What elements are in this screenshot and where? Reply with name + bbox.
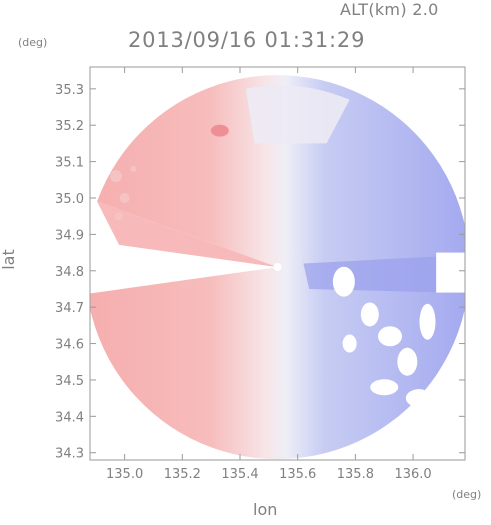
echo-north-patch <box>245 85 350 144</box>
echo-layer <box>90 75 465 460</box>
no-echo-edge <box>436 252 465 293</box>
y-tick-label: 35.2 <box>55 119 84 134</box>
altitude-label: ALT(km) 2.0 <box>340 0 439 19</box>
y-axis-label: lat <box>0 249 18 270</box>
echo-hotspot <box>210 124 229 137</box>
x-axis-label: lon <box>253 500 278 519</box>
y-unit-label: (deg) <box>18 36 48 49</box>
radar-site-marker <box>273 263 282 272</box>
y-tick-label: 34.7 <box>55 301 84 316</box>
y-tick-label: 34.5 <box>55 374 84 389</box>
x-unit-label: (deg) <box>452 488 482 501</box>
echo-speck <box>130 165 137 172</box>
plot-frame <box>89 66 466 461</box>
y-tick-label: 35.1 <box>55 156 84 171</box>
y-tick-label: 34.4 <box>55 410 84 425</box>
no-echo-hole <box>405 389 432 408</box>
echo-speck <box>119 193 130 203</box>
no-echo-hole <box>397 347 418 376</box>
x-tick-label: 135.0 <box>106 467 143 482</box>
x-tick-label: 135.8 <box>337 467 374 482</box>
y-tick-label: 34.3 <box>55 447 84 462</box>
x-tick-label: 135.2 <box>164 467 201 482</box>
x-tick-label: 135.6 <box>279 467 316 482</box>
y-tick-label: 34.9 <box>55 228 84 243</box>
y-tick-label: 34.6 <box>55 338 84 353</box>
y-tick-label: 35.0 <box>55 192 84 207</box>
y-tick-label: 34.8 <box>55 265 84 280</box>
echo-speck <box>114 212 123 221</box>
no-echo-hole <box>370 379 399 396</box>
echo-speck <box>109 170 122 183</box>
x-tick-label: 136.0 <box>394 467 431 482</box>
no-echo-hole <box>419 303 436 340</box>
no-echo-hole <box>378 326 402 347</box>
no-echo-hole <box>342 334 357 353</box>
timestamp-title: 2013/09/16 01:31:29 <box>128 28 366 52</box>
no-echo-hole <box>332 266 355 297</box>
x-tick-label: 135.4 <box>221 467 258 482</box>
no-echo-hole <box>360 302 379 327</box>
echo-sector-west <box>97 201 278 268</box>
y-tick-label: 35.3 <box>55 83 84 98</box>
